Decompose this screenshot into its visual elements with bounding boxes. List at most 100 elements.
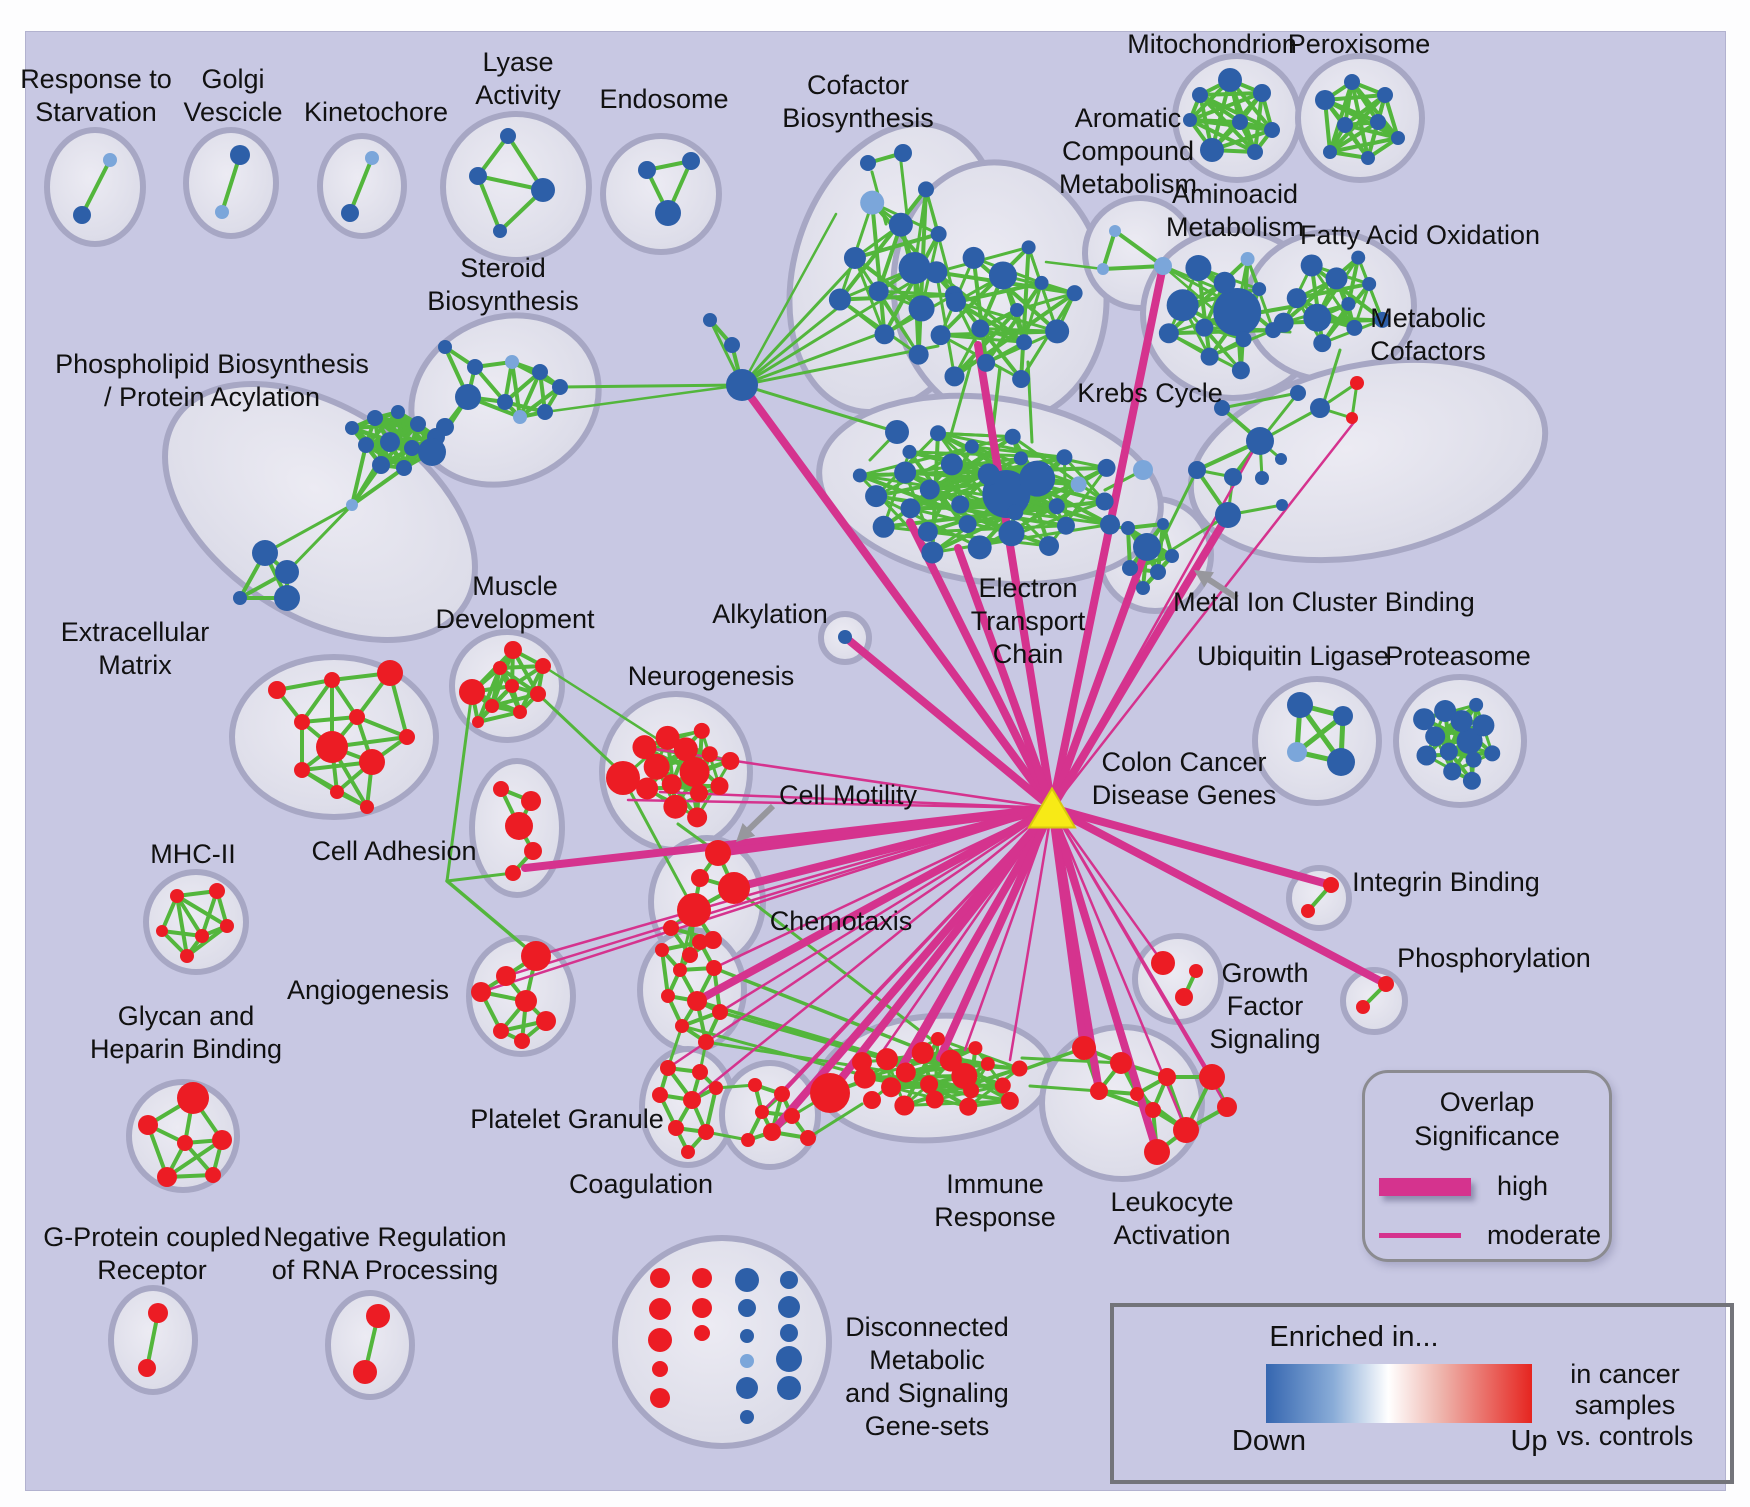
gene-node <box>366 1304 390 1328</box>
cluster-nodes-disconnected-genesets <box>648 1268 802 1424</box>
gene-node <box>1273 312 1294 333</box>
gene-node <box>1100 514 1121 535</box>
gradient-up-label: Up <box>1510 1425 1548 1457</box>
gene-node <box>1095 492 1114 511</box>
svg-text:Chain: Chain <box>993 639 1064 669</box>
gene-node <box>663 920 679 936</box>
gene-node <box>852 468 867 483</box>
gene-node <box>998 520 1025 547</box>
cluster-nodes-electron-transport-chain <box>852 420 1153 564</box>
gene-node <box>1450 710 1473 733</box>
gene-node <box>1218 68 1242 92</box>
gene-node <box>535 658 551 674</box>
gene-node <box>1056 449 1073 466</box>
gene-node <box>718 872 750 904</box>
cluster-nodes-coagulation <box>741 1078 816 1147</box>
svg-text:Development: Development <box>435 604 595 634</box>
gene-node <box>917 181 934 198</box>
gene-node <box>209 883 225 899</box>
label-cell-motility: Cell Motility <box>779 780 918 810</box>
gene-node <box>698 1034 714 1050</box>
gene-node <box>1056 516 1075 535</box>
svg-text:Aromatic: Aromatic <box>1075 103 1182 133</box>
pointer-arrow <box>742 803 776 836</box>
high-significance-label: high <box>1497 1171 1549 1201</box>
gene-node <box>930 226 947 243</box>
cluster-nodes-integrin-binding <box>1301 877 1339 918</box>
svg-text:Lyase: Lyase <box>482 47 553 77</box>
svg-text:Metabolism: Metabolism <box>1166 212 1304 242</box>
gene-node <box>1199 1064 1225 1090</box>
gene-node <box>1175 988 1193 1006</box>
gene-node <box>724 337 740 353</box>
gene-node <box>1213 271 1236 294</box>
cluster-ellipse-lyase-activity <box>440 111 592 263</box>
svg-text:Fatty Acid Oxidation: Fatty Acid Oxidation <box>1300 220 1540 250</box>
gene-node <box>898 252 931 284</box>
svg-text:Growth: Growth <box>1221 958 1308 988</box>
cluster-nodes-muscle-development <box>459 641 551 728</box>
gene-node <box>436 418 454 436</box>
gene-node <box>763 1123 781 1141</box>
gene-node <box>1013 451 1028 466</box>
gene-node <box>687 807 708 828</box>
label-neurogenesis: Neurogenesis <box>628 661 795 691</box>
gene-node <box>1019 460 1056 497</box>
label-peroxisome: Peroxisome <box>1288 29 1431 59</box>
gene-node <box>469 167 487 185</box>
gene-node <box>876 1048 899 1071</box>
gene-node <box>1130 1087 1144 1101</box>
gene-node <box>655 725 680 750</box>
cluster-nodes-response-starvation <box>73 153 117 224</box>
gene-node <box>706 960 722 976</box>
gene-node <box>1253 84 1271 102</box>
gene-node <box>919 479 940 500</box>
cluster-ellipse-growth-factor-signaling <box>1132 933 1224 1025</box>
gene-node <box>513 410 527 424</box>
cluster-nodes-fatty-acid-oxidation <box>1273 250 1391 353</box>
gene-node <box>687 991 707 1011</box>
svg-text:Starvation: Starvation <box>35 97 157 127</box>
svg-text:Factor: Factor <box>1227 991 1304 1021</box>
gene-node <box>606 761 640 795</box>
svg-text:and Signaling: and Signaling <box>845 1378 1009 1408</box>
cluster-nodes-mhc-ii <box>156 883 234 963</box>
svg-text:Biosynthesis: Biosynthesis <box>782 103 934 133</box>
gene-node <box>1264 122 1280 138</box>
gene-node <box>885 420 909 444</box>
gene-node <box>1303 303 1332 332</box>
gene-node <box>1350 376 1364 390</box>
cluster-ellipse-disconnected-genesets <box>612 1235 832 1449</box>
gene-node <box>380 432 400 452</box>
svg-text:Disease Genes: Disease Genes <box>1092 780 1277 810</box>
gene-node <box>894 461 917 484</box>
legend-overlap-significance: Overlap Significance high moderate <box>1362 1070 1612 1262</box>
gene-node <box>838 630 852 644</box>
gene-node <box>471 982 491 1002</box>
svg-text:Aminoacid: Aminoacid <box>1172 179 1298 209</box>
cluster-nodes-metal-ion-cluster-binding <box>1121 518 1179 595</box>
svg-text:Metal Ion Cluster Binding: Metal Ion Cluster Binding <box>1173 587 1475 617</box>
cluster-nodes-angiogenesis <box>471 941 556 1049</box>
gene-node <box>345 421 359 435</box>
gene-node <box>698 1124 714 1140</box>
gene-node <box>138 1359 156 1377</box>
svg-text:Integrin Binding: Integrin Binding <box>1352 867 1540 897</box>
gene-node <box>212 1130 232 1150</box>
gene-node <box>668 1120 684 1136</box>
gene-node <box>1378 976 1394 992</box>
moderate-significance-label: moderate <box>1487 1220 1602 1250</box>
gene-node <box>1048 498 1065 515</box>
gene-node <box>1323 877 1339 893</box>
gene-node <box>930 425 947 442</box>
svg-text:Angiogenesis: Angiogenesis <box>287 975 449 1005</box>
gene-node <box>1010 303 1025 317</box>
gene-node <box>1122 560 1138 576</box>
gene-node <box>917 521 938 542</box>
